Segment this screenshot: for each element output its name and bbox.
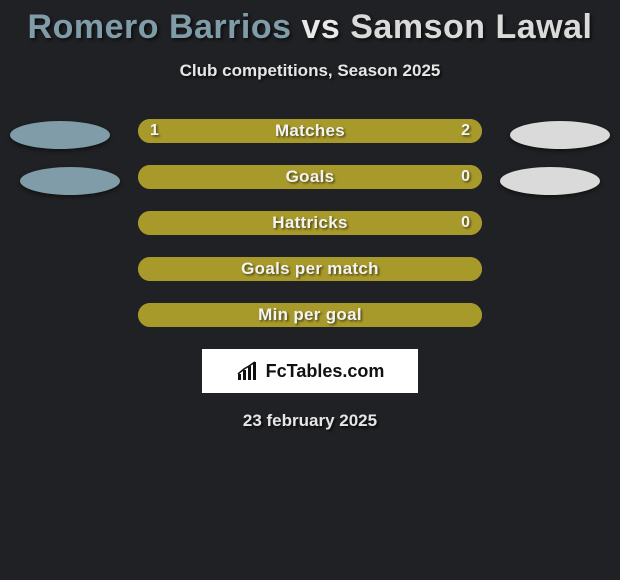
vs-label: vs bbox=[301, 8, 340, 46]
brand-bold: Tables bbox=[287, 361, 343, 381]
date-label: 23 february 2025 bbox=[0, 411, 620, 431]
player1-badge-bottom bbox=[20, 167, 120, 195]
brand-box: FcTables.com bbox=[202, 349, 418, 393]
player2-badge-top bbox=[510, 121, 610, 149]
stat-label: Min per goal bbox=[138, 303, 482, 327]
stat-row: 0Goals bbox=[138, 165, 482, 189]
brand-text: FcTables.com bbox=[266, 361, 385, 382]
stat-rows: 12Matches 0Goals 0Hattricks Goals per match… bbox=[138, 119, 482, 327]
comparison-chart: 12Matches 0Goals 0Hattricks Goals per match… bbox=[0, 119, 620, 327]
page-title: Romero Barrios vs Samson Lawal bbox=[0, 0, 620, 47]
brand-suffix: .com bbox=[342, 361, 384, 381]
stat-label: Matches bbox=[138, 119, 482, 143]
stat-row: 12Matches bbox=[138, 119, 482, 143]
player2-name: Samson Lawal bbox=[350, 8, 592, 46]
player1-name: Romero Barrios bbox=[28, 8, 292, 46]
chart-bars-icon bbox=[236, 360, 262, 382]
stat-row: 0Hattricks bbox=[138, 211, 482, 235]
player1-badge-top bbox=[10, 121, 110, 149]
stat-label: Hattricks bbox=[138, 211, 482, 235]
stat-row: Min per goal bbox=[138, 303, 482, 327]
brand-prefix: Fc bbox=[266, 361, 287, 381]
stat-label: Goals per match bbox=[138, 257, 482, 281]
player2-badge-bottom bbox=[500, 167, 600, 195]
subtitle: Club competitions, Season 2025 bbox=[0, 61, 620, 81]
stat-label: Goals bbox=[138, 165, 482, 189]
stat-row: Goals per match bbox=[138, 257, 482, 281]
